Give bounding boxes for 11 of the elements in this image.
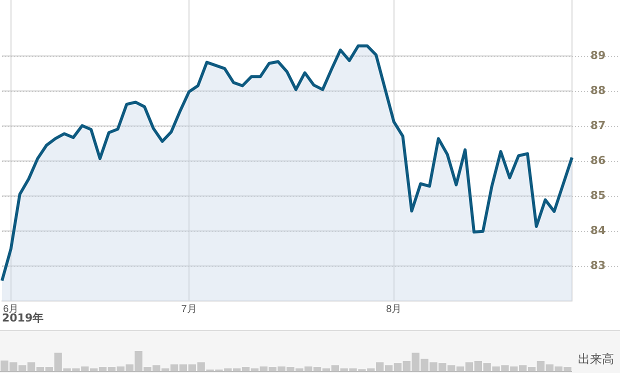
y-tick-label: 85 <box>590 188 606 202</box>
y-tick-label: 87 <box>590 118 606 132</box>
x-tick-label: 8月 <box>386 304 402 315</box>
y-tick-label: 89 <box>590 48 606 62</box>
x-tick-label: 6月 <box>3 304 19 315</box>
y-axis-title: 出来高 <box>578 351 614 368</box>
x-tick-label: 7月 <box>181 304 197 315</box>
y-tick-label: 88 <box>590 84 606 97</box>
y-tick-label: 86 <box>590 154 606 167</box>
y-tick-label: 83 <box>590 258 606 272</box>
y-tick-label: 84 <box>590 224 606 237</box>
